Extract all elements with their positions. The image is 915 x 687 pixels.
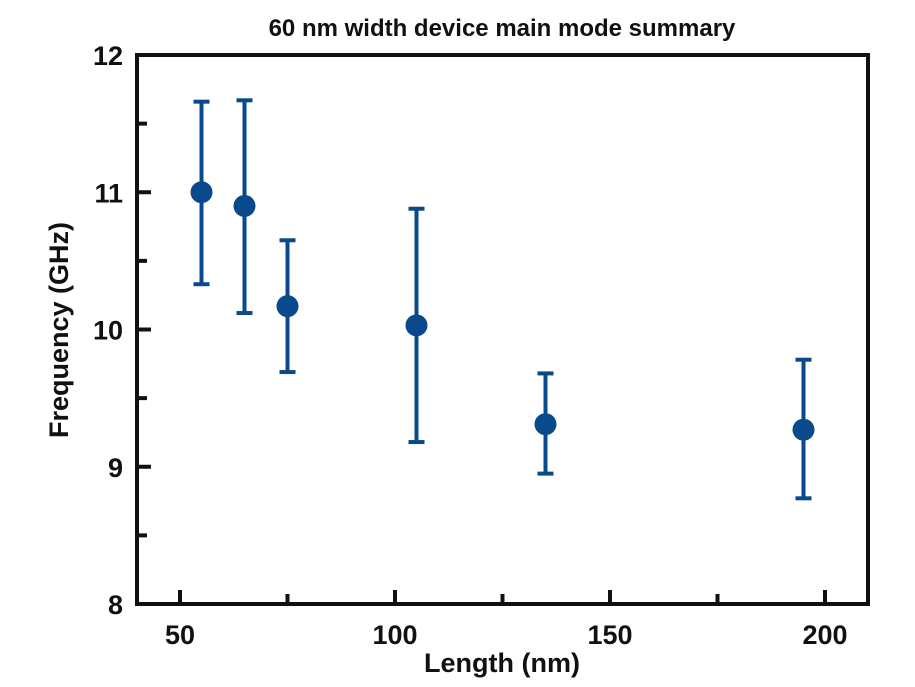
data-point [276, 295, 299, 318]
data-point [534, 413, 557, 436]
x-tick-label: 200 [802, 620, 847, 650]
x-tick-label: 100 [372, 620, 417, 650]
x-axis: 50 100 150 200 [165, 590, 848, 650]
data-point [233, 194, 256, 217]
data-series [190, 98, 815, 501]
data-point [792, 418, 815, 441]
data-point [190, 181, 213, 204]
chart-title: 60 nm width device main mode summary [269, 15, 736, 42]
y-tick-label: 12 [93, 41, 123, 71]
plot-frame [135, 53, 870, 606]
y-axis-label: Frequency (GHz) [44, 222, 74, 438]
y-tick-label: 10 [93, 316, 123, 346]
x-axis-label: Length (nm) [424, 648, 580, 678]
x-tick-label: 50 [165, 620, 195, 650]
y-axis: 8 9 10 11 12 [93, 41, 151, 620]
y-tick-label: 8 [108, 590, 123, 620]
y-tick-label: 9 [108, 453, 123, 483]
x-tick-label: 150 [587, 620, 632, 650]
y-tick-label: 11 [94, 178, 123, 208]
data-point [405, 314, 428, 337]
